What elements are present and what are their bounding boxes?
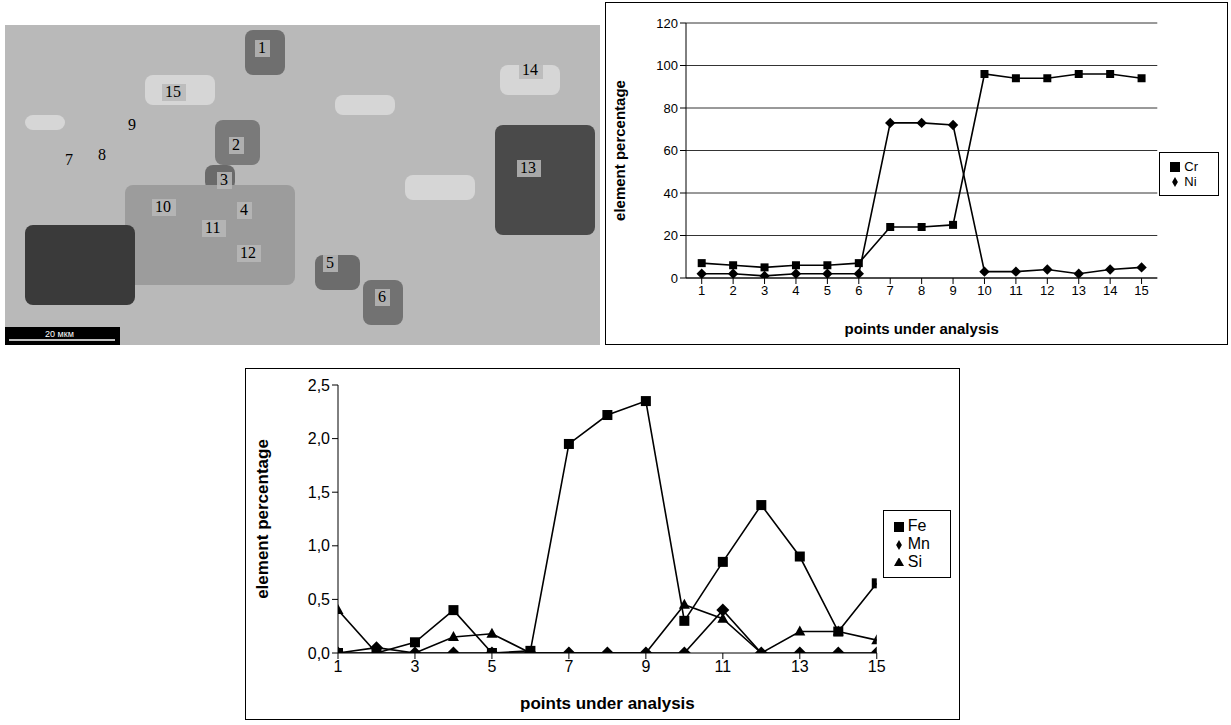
svg-text:7: 7 <box>65 151 73 168</box>
svg-text:80: 80 <box>664 101 678 116</box>
svg-text:5: 5 <box>326 254 334 271</box>
svg-text:100: 100 <box>656 58 678 73</box>
svg-text:13: 13 <box>1072 283 1086 298</box>
svg-text:element percentage: element percentage <box>253 439 272 599</box>
svg-text:1: 1 <box>334 658 343 675</box>
svg-text:10: 10 <box>977 283 991 298</box>
svg-text:points under analysis: points under analysis <box>845 320 999 337</box>
svg-text:11: 11 <box>205 219 220 236</box>
svg-text:8: 8 <box>918 283 925 298</box>
svg-text:9: 9 <box>128 116 136 133</box>
svg-text:60: 60 <box>664 143 678 158</box>
svg-text:10: 10 <box>155 198 171 215</box>
svg-text:13: 13 <box>791 658 809 675</box>
svg-text:2: 2 <box>730 283 737 298</box>
svg-text:1: 1 <box>258 39 266 56</box>
svg-text:element percentage: element percentage <box>611 80 628 221</box>
svg-text:5: 5 <box>487 658 496 675</box>
svg-text:40: 40 <box>664 186 678 201</box>
svg-text:15: 15 <box>868 658 886 675</box>
svg-text:14: 14 <box>1103 283 1117 298</box>
html-text:Cr: Cr <box>1184 158 1198 174</box>
svg-text:3: 3 <box>411 658 420 675</box>
svg-text:6: 6 <box>855 283 862 298</box>
svg-text:2,0: 2,0 <box>308 430 330 447</box>
svg-text:13: 13 <box>520 159 536 176</box>
svg-text:2: 2 <box>232 136 240 153</box>
svg-text:11: 11 <box>1009 283 1023 298</box>
svg-text:1,0: 1,0 <box>308 537 330 554</box>
svg-text:7: 7 <box>887 283 894 298</box>
svg-text:2,5: 2,5 <box>308 377 330 394</box>
svg-text:15: 15 <box>165 83 181 100</box>
svg-text:points under analysis: points under analysis <box>520 694 695 713</box>
svg-text:0,5: 0,5 <box>308 591 330 608</box>
svg-text:6: 6 <box>378 288 386 305</box>
svg-text:1: 1 <box>698 283 705 298</box>
svg-text:9: 9 <box>641 658 650 675</box>
html-text:Mn: Mn <box>907 535 930 552</box>
svg-text:3: 3 <box>761 283 768 298</box>
svg-text:12: 12 <box>1040 283 1054 298</box>
svg-text:12: 12 <box>240 244 256 261</box>
html-text:Ni: Ni <box>1184 173 1197 189</box>
svg-text:20: 20 <box>664 228 678 243</box>
svg-text:0,0: 0,0 <box>308 645 330 662</box>
html-text:Si: Si <box>907 553 922 570</box>
html-text:Fe: Fe <box>907 517 927 534</box>
svg-text:9: 9 <box>949 283 956 298</box>
svg-text:0: 0 <box>671 271 678 286</box>
svg-text:120: 120 <box>656 16 678 31</box>
svg-text:4: 4 <box>240 201 248 218</box>
svg-text:4: 4 <box>792 283 799 298</box>
svg-text:11: 11 <box>715 658 732 675</box>
svg-text:14: 14 <box>522 61 538 78</box>
svg-text:20 мкм: 20 мкм <box>45 329 74 339</box>
svg-text:15: 15 <box>1134 283 1148 298</box>
svg-text:8: 8 <box>98 146 106 163</box>
svg-text:5: 5 <box>824 283 831 298</box>
svg-text:7: 7 <box>564 658 573 675</box>
svg-text:3: 3 <box>220 171 228 188</box>
svg-text:1,5: 1,5 <box>308 484 330 501</box>
